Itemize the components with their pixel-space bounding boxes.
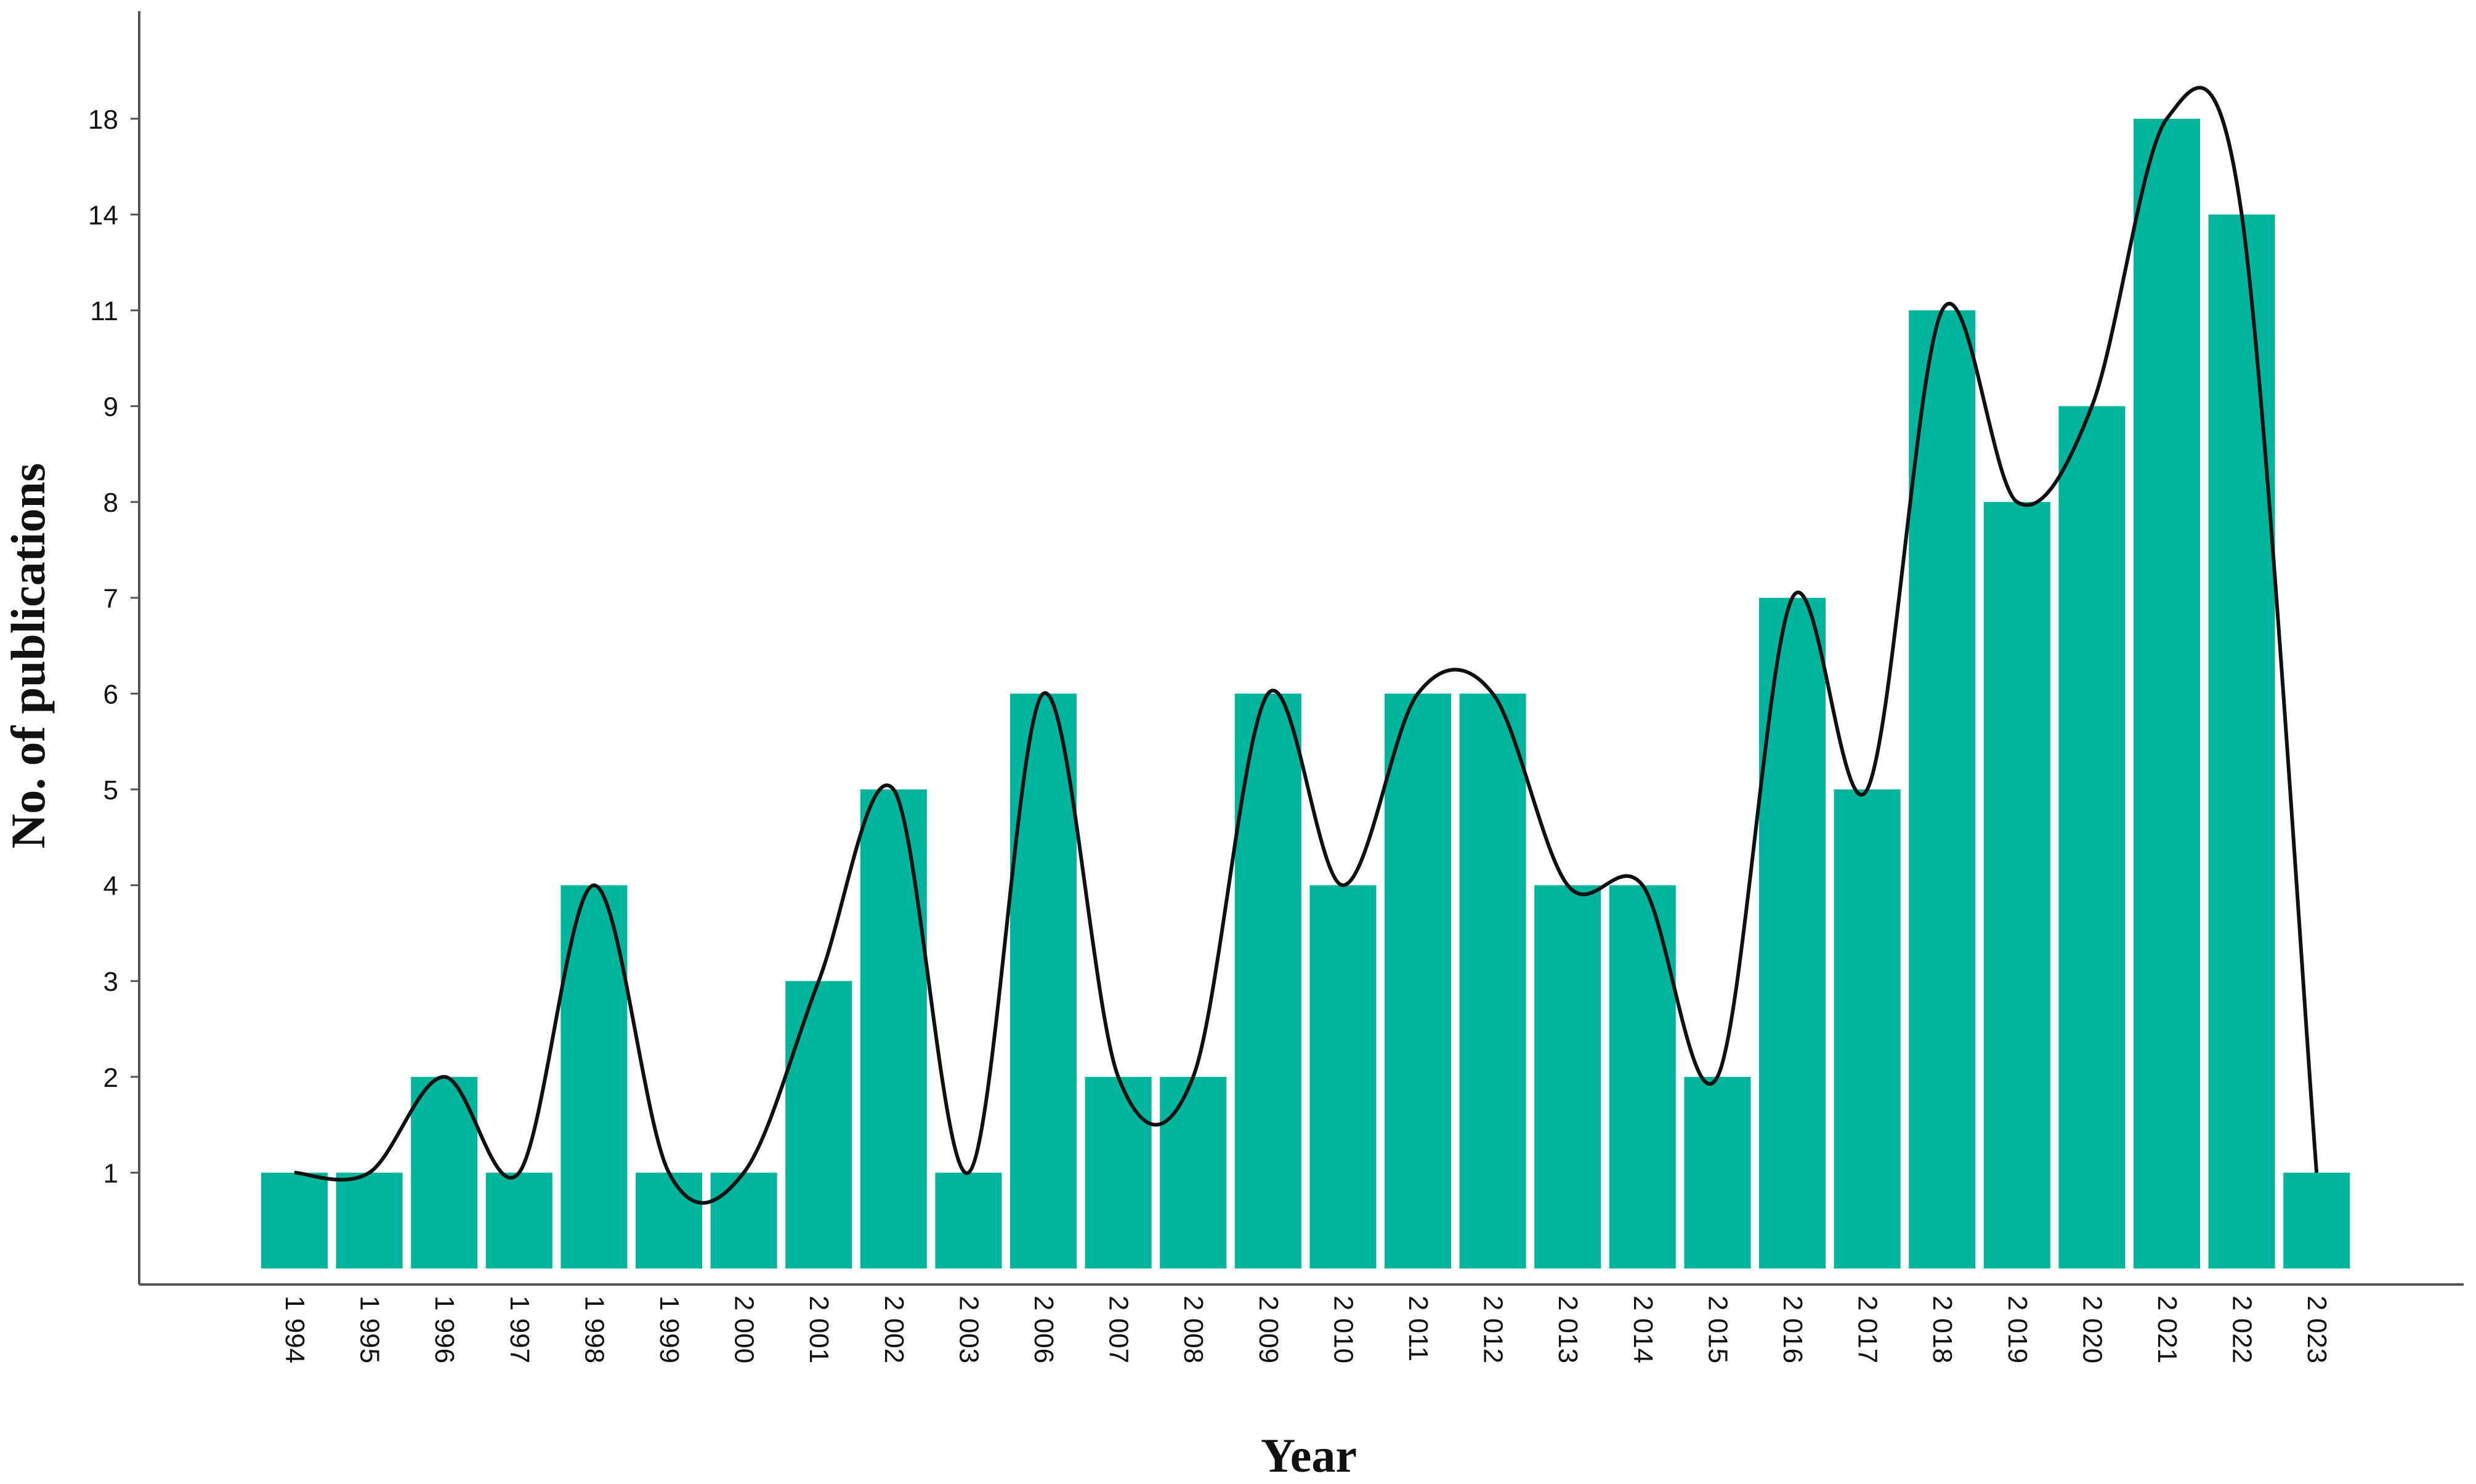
bar-2021 — [2134, 118, 2200, 1268]
bar-2022 — [2208, 214, 2275, 1268]
y-tick-label: 3 — [103, 967, 118, 997]
bar-2008 — [1160, 1076, 1227, 1268]
bar-2013 — [1534, 885, 1601, 1268]
bar-2015 — [1684, 1076, 1751, 1268]
x-tick-label: 2 016 — [1778, 1296, 1808, 1363]
x-tick-label: 2 021 — [2152, 1296, 2182, 1363]
x-tick-label: 2 022 — [2227, 1296, 2257, 1363]
bar-2019 — [1983, 502, 2050, 1269]
x-tick-label: 2 013 — [1553, 1296, 1583, 1363]
x-ticks-layer: 1 994 1 995 1 996 1 997 1 998 1 999 2 000 2 001… — [280, 1296, 2332, 1363]
bar-2007 — [1085, 1076, 1152, 1268]
x-tick-label: 2 019 — [2002, 1296, 2033, 1363]
x-tick-label: 2 012 — [1478, 1296, 1508, 1363]
x-tick-label: 2 017 — [1853, 1296, 1883, 1363]
trend-line — [294, 86, 2319, 1205]
y-tick-label: 18 — [88, 105, 118, 135]
bar-2023 — [2283, 1172, 2350, 1268]
x-tick-label: 2 023 — [2302, 1296, 2332, 1363]
x-tick-label: 1 999 — [654, 1296, 684, 1363]
x-tick-label: 2 011 — [1403, 1296, 1433, 1361]
bar-2014 — [1609, 885, 1676, 1268]
bar-1996 — [411, 1076, 478, 1268]
y-tick-label: 7 — [103, 584, 118, 614]
x-tick-label: 2 010 — [1328, 1296, 1358, 1363]
bar-2018 — [1909, 310, 1976, 1268]
bar-1994 — [261, 1172, 328, 1268]
bar-2003 — [935, 1172, 1002, 1268]
x-tick-label: 2 008 — [1178, 1296, 1208, 1363]
x-tick-label: 2 018 — [1927, 1296, 1957, 1363]
x-tick-label: 1 994 — [280, 1296, 310, 1363]
bar-1998 — [560, 885, 628, 1268]
y-tick-label: 8 — [103, 488, 118, 518]
x-tick-label: 2 020 — [2077, 1296, 2107, 1363]
bar-2001 — [785, 981, 852, 1268]
y-tick-label: 6 — [103, 679, 118, 709]
y-tick-label: 14 — [88, 200, 118, 230]
bar-2011 — [1385, 693, 1451, 1268]
y-tick-label: 5 — [103, 775, 118, 805]
x-tick-label: 2 002 — [879, 1296, 909, 1363]
x-tick-label: 2 003 — [953, 1296, 984, 1363]
bar-2000 — [710, 1172, 777, 1268]
bar-1995 — [336, 1172, 403, 1268]
bar-2017 — [1834, 789, 1901, 1268]
bar-2010 — [1309, 885, 1377, 1268]
x-tick-label: 2 007 — [1104, 1296, 1134, 1363]
y-tick-label: 9 — [103, 392, 118, 422]
y-tick-label: 1 — [103, 1158, 118, 1188]
bar-2006 — [1010, 693, 1077, 1268]
x-axis-title: Year — [1261, 1429, 1357, 1482]
x-tick-label: 1 998 — [579, 1296, 609, 1363]
bar-1997 — [485, 1172, 552, 1268]
bar-1999 — [636, 1172, 702, 1268]
y-tick-label: 4 — [103, 871, 118, 901]
y-axis-title: No. of publications — [1, 463, 55, 849]
bars-layer — [261, 118, 2350, 1269]
x-tick-label: 2 006 — [1029, 1296, 1059, 1363]
bar-2012 — [1459, 693, 1526, 1268]
x-tick-label: 1 995 — [355, 1296, 385, 1363]
y-ticks-layer: 1 2 3 4 5 6 7 8 9 11 14 18 — [88, 105, 139, 1188]
bar-2009 — [1234, 693, 1301, 1268]
x-tick-label: 1 997 — [504, 1296, 535, 1363]
x-tick-label: 2 015 — [1702, 1296, 1733, 1363]
bar-2016 — [1759, 597, 1826, 1268]
x-tick-label: 2 009 — [1253, 1296, 1284, 1363]
y-tick-label: 2 — [103, 1063, 118, 1093]
x-tick-label: 1 996 — [429, 1296, 459, 1363]
x-tick-label: 2 014 — [1628, 1296, 1658, 1363]
bar-2020 — [2058, 406, 2126, 1268]
bar-2002 — [860, 789, 927, 1268]
y-tick-label: 11 — [90, 296, 118, 326]
x-tick-label: 2 001 — [804, 1296, 834, 1363]
x-tick-label: 2 000 — [729, 1296, 759, 1363]
